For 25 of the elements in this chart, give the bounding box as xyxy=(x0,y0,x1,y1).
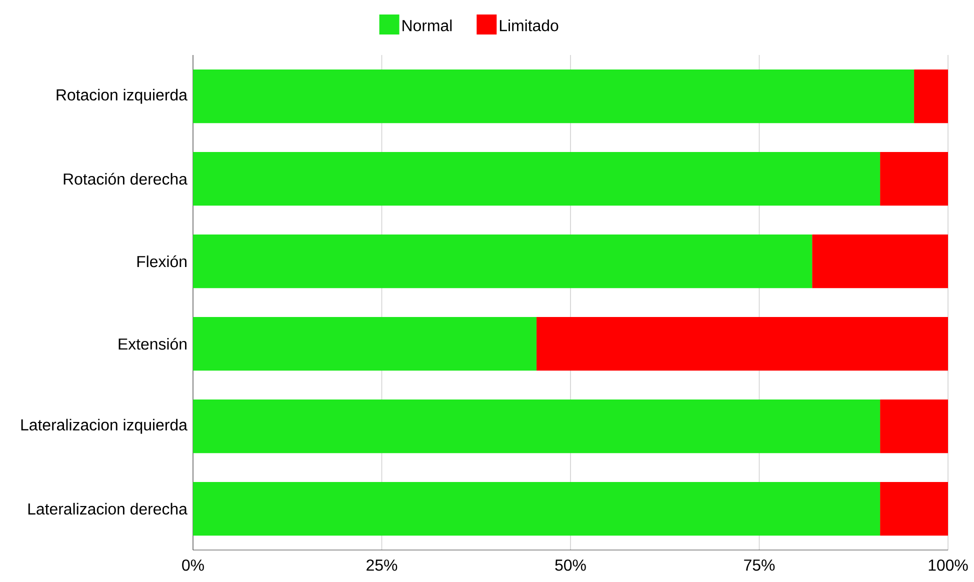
legend-label: Limitado xyxy=(500,20,558,32)
bar xyxy=(193,399,880,454)
bar xyxy=(914,69,948,124)
bar xyxy=(880,399,948,454)
y-tick-label: Lateralizacion izquierda xyxy=(21,418,188,434)
y-tick-label: Rotación derecha xyxy=(64,172,188,185)
bar xyxy=(193,69,914,124)
x-tick-label: 100% xyxy=(928,560,968,571)
y-tick-label: Flexión xyxy=(137,255,186,268)
bar xyxy=(880,152,948,206)
y-tick-label: Lateralizacion derecha xyxy=(28,502,188,515)
bar xyxy=(812,234,948,288)
bar xyxy=(193,482,880,536)
x-tick-label: 0% xyxy=(182,560,204,571)
bar xyxy=(193,316,537,371)
x-tick-label: 75% xyxy=(744,560,775,571)
bar xyxy=(880,482,948,536)
x-tick-label: 50% xyxy=(555,560,586,571)
x-tick-label: 25% xyxy=(366,560,398,571)
bar xyxy=(193,234,812,288)
bar xyxy=(536,316,948,371)
y-tick-label: Rotacion izquierda xyxy=(56,88,188,104)
legend-label: Normal xyxy=(402,20,452,32)
y-tick-label: Extensión xyxy=(118,338,186,350)
bar xyxy=(193,152,880,206)
